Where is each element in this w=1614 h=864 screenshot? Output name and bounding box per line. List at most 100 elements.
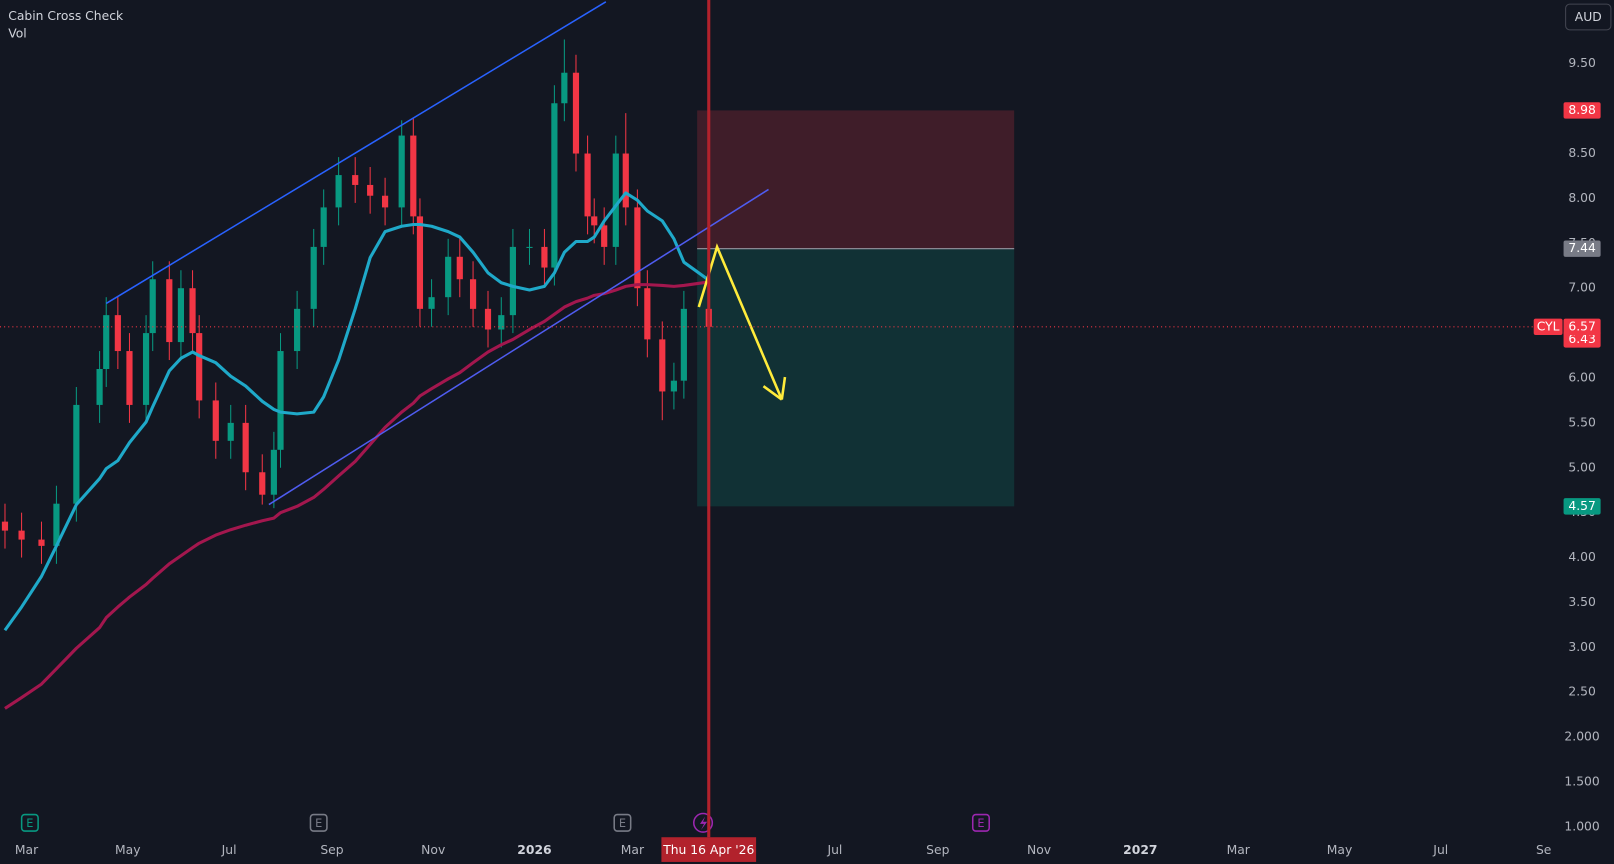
candle-body bbox=[367, 184, 374, 196]
candle-body bbox=[680, 308, 687, 381]
y-tick-label: 7.00 bbox=[1568, 281, 1596, 295]
candle-body bbox=[572, 72, 580, 154]
candle-body bbox=[227, 422, 234, 441]
y-tick-label: 5.50 bbox=[1568, 415, 1596, 429]
candle-body bbox=[634, 207, 641, 289]
event-label: E bbox=[315, 816, 322, 830]
candle-body bbox=[644, 288, 651, 340]
candle-body bbox=[114, 315, 121, 352]
event-marker bbox=[20, 813, 39, 832]
price-label-box bbox=[1563, 498, 1601, 515]
candle-body bbox=[541, 246, 548, 268]
symbol-box bbox=[1533, 318, 1563, 336]
y-tick-label: 3.00 bbox=[1568, 640, 1596, 654]
candle-body bbox=[270, 449, 277, 495]
candle-body bbox=[445, 256, 452, 298]
x-tick-label: Jul bbox=[221, 843, 237, 857]
event-label: E bbox=[977, 816, 984, 830]
candle-body bbox=[96, 369, 103, 405]
plot-area bbox=[0, 1, 1534, 710]
chart-title: Cabin Cross Check bbox=[8, 9, 124, 23]
x-tick-label: May bbox=[1327, 843, 1353, 857]
candle-body bbox=[142, 333, 150, 405]
crosshair-label-box bbox=[661, 837, 757, 862]
symbol-label: CYL bbox=[1537, 319, 1560, 333]
candle-body bbox=[428, 297, 435, 309]
x-tick-label: Nov bbox=[421, 843, 445, 857]
candle-body bbox=[622, 153, 629, 208]
candle-body bbox=[1, 521, 9, 531]
y-tick-label: 2.50 bbox=[1568, 685, 1596, 699]
y-tick-label: 9.50 bbox=[1568, 56, 1596, 70]
x-tick-label: Se bbox=[1536, 843, 1551, 857]
price-label: 8.98 bbox=[1568, 103, 1596, 117]
candle-body bbox=[149, 279, 156, 334]
candle-body bbox=[166, 279, 173, 343]
candle-body bbox=[551, 103, 558, 268]
last-price-label: 6.57 bbox=[1568, 319, 1595, 333]
candle-body bbox=[352, 175, 359, 185]
x-tick-label: Mar bbox=[1227, 843, 1251, 857]
candle-body bbox=[103, 315, 110, 370]
candle-body bbox=[456, 256, 463, 280]
x-tick-label: 2026 bbox=[517, 843, 551, 857]
candle-body bbox=[212, 400, 219, 441]
candle-body bbox=[526, 246, 533, 248]
y-tick-label: 8.50 bbox=[1568, 146, 1596, 160]
x-tick-label: Sep bbox=[320, 843, 343, 857]
currency-label[interactable]: AUD bbox=[1575, 10, 1602, 24]
event-label: E bbox=[26, 816, 33, 830]
candle-body bbox=[38, 539, 45, 546]
candle-body bbox=[416, 216, 424, 309]
arrow-path bbox=[697, 243, 783, 401]
candle-body bbox=[601, 225, 608, 247]
candle-body bbox=[196, 333, 203, 401]
arrow-head bbox=[762, 376, 787, 401]
price-label: 7.44 bbox=[1568, 241, 1596, 255]
candle-body bbox=[53, 503, 60, 546]
candle-body bbox=[294, 308, 301, 352]
x-tick-label: Mar bbox=[15, 843, 39, 857]
chart-subtitle: Vol bbox=[8, 26, 26, 40]
candle-body bbox=[398, 135, 405, 208]
y-tick-label: 8.00 bbox=[1568, 191, 1596, 205]
moving-average bbox=[3, 191, 710, 632]
price-label-box bbox=[1563, 331, 1601, 348]
crosshair-label: Thu 16 Apr '26 bbox=[662, 843, 754, 857]
stop-zone bbox=[697, 110, 1015, 249]
y-tick-label: 5.00 bbox=[1568, 460, 1596, 474]
price-label: 4.57 bbox=[1568, 499, 1595, 513]
y-tick-label: 6.00 bbox=[1568, 370, 1596, 384]
candle-body bbox=[335, 175, 342, 208]
trendline bbox=[105, 1, 607, 305]
y-tick-label: 2.000 bbox=[1564, 730, 1599, 744]
candle-body bbox=[498, 315, 505, 330]
candle-body bbox=[561, 72, 568, 104]
candle-body bbox=[469, 279, 477, 309]
price-label: 6.43 bbox=[1568, 332, 1595, 346]
candle-body bbox=[242, 422, 249, 473]
target-zone bbox=[697, 248, 1015, 507]
x-tick-label: Sep bbox=[926, 843, 949, 857]
y-tick-label: 4.00 bbox=[1568, 550, 1596, 564]
x-tick-label: Nov bbox=[1027, 843, 1051, 857]
candle-body bbox=[591, 216, 598, 226]
candle-body bbox=[381, 195, 389, 208]
event-label: E bbox=[619, 816, 626, 830]
alert-bolt[interactable] bbox=[699, 816, 708, 831]
price-label-box bbox=[1563, 102, 1601, 119]
candle-body bbox=[189, 288, 196, 334]
candle-body bbox=[410, 135, 417, 217]
price-label-box bbox=[1563, 240, 1601, 257]
x-tick-label: 2027 bbox=[1123, 843, 1157, 857]
candle-body bbox=[659, 339, 666, 392]
candle-body bbox=[612, 153, 619, 247]
x-tick-label: Jul bbox=[1432, 843, 1448, 857]
candle-body bbox=[259, 472, 266, 495]
candle-body bbox=[670, 380, 677, 392]
currency-button[interactable] bbox=[1565, 3, 1612, 31]
x-tick-label: May bbox=[115, 843, 141, 857]
candle-body bbox=[177, 288, 185, 343]
